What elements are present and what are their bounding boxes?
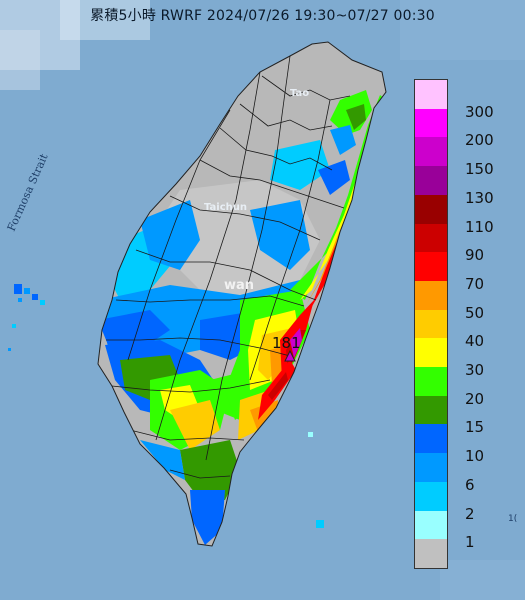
legend-swatch — [415, 395, 447, 425]
legend-label: 2 — [465, 504, 475, 523]
legend-swatch — [415, 309, 447, 339]
legend-swatch — [415, 108, 447, 138]
legend-label: 30 — [465, 361, 485, 380]
legend-swatch — [415, 80, 447, 110]
legend-swatch — [415, 481, 447, 512]
legend-label: 130 — [465, 188, 494, 207]
county-boundaries — [106, 55, 351, 479]
max-rainfall-value: 181 — [272, 334, 301, 352]
page-title: 累積5小時 RWRF 2024/07/26 19:30~07/27 00:30 — [90, 8, 435, 24]
legend-label: 6 — [465, 475, 475, 494]
legend-swatch — [415, 223, 447, 253]
legend-swatch — [415, 166, 447, 196]
legend-swatch — [415, 453, 447, 483]
legend-label: 150 — [465, 160, 494, 179]
legend-label: 1 — [465, 533, 475, 552]
legend-label: 20 — [465, 389, 485, 408]
legend-label: 70 — [465, 274, 485, 293]
legend-swatch — [415, 252, 447, 282]
legend-swatch — [415, 280, 447, 311]
offshore-rain-dots — [8, 284, 324, 528]
legend-swatch — [415, 137, 447, 167]
legend-label: 300 — [465, 102, 494, 121]
place-label-taichung: Taichun — [204, 202, 247, 213]
legend-colorbar — [414, 79, 448, 569]
legend-label: 10 — [465, 447, 485, 466]
max-rainfall-marker-icon — [284, 350, 296, 362]
legend-label: 40 — [465, 332, 485, 351]
legend-swatch — [415, 194, 447, 225]
legend-swatch — [415, 424, 447, 454]
legend-swatch — [415, 367, 447, 397]
legend-label: 200 — [465, 131, 494, 150]
legend-swatch — [415, 539, 447, 569]
place-label-taoyuan: Tao — [290, 88, 310, 99]
legend-label: 15 — [465, 418, 485, 437]
edge-mark: 1( — [508, 514, 518, 524]
legend-swatch — [415, 510, 447, 540]
legend-label: 110 — [465, 217, 494, 236]
legend-swatch — [415, 338, 447, 368]
legend-label: 90 — [465, 246, 485, 265]
place-label-taiwan: wan — [224, 278, 255, 293]
legend-label: 50 — [465, 303, 485, 322]
